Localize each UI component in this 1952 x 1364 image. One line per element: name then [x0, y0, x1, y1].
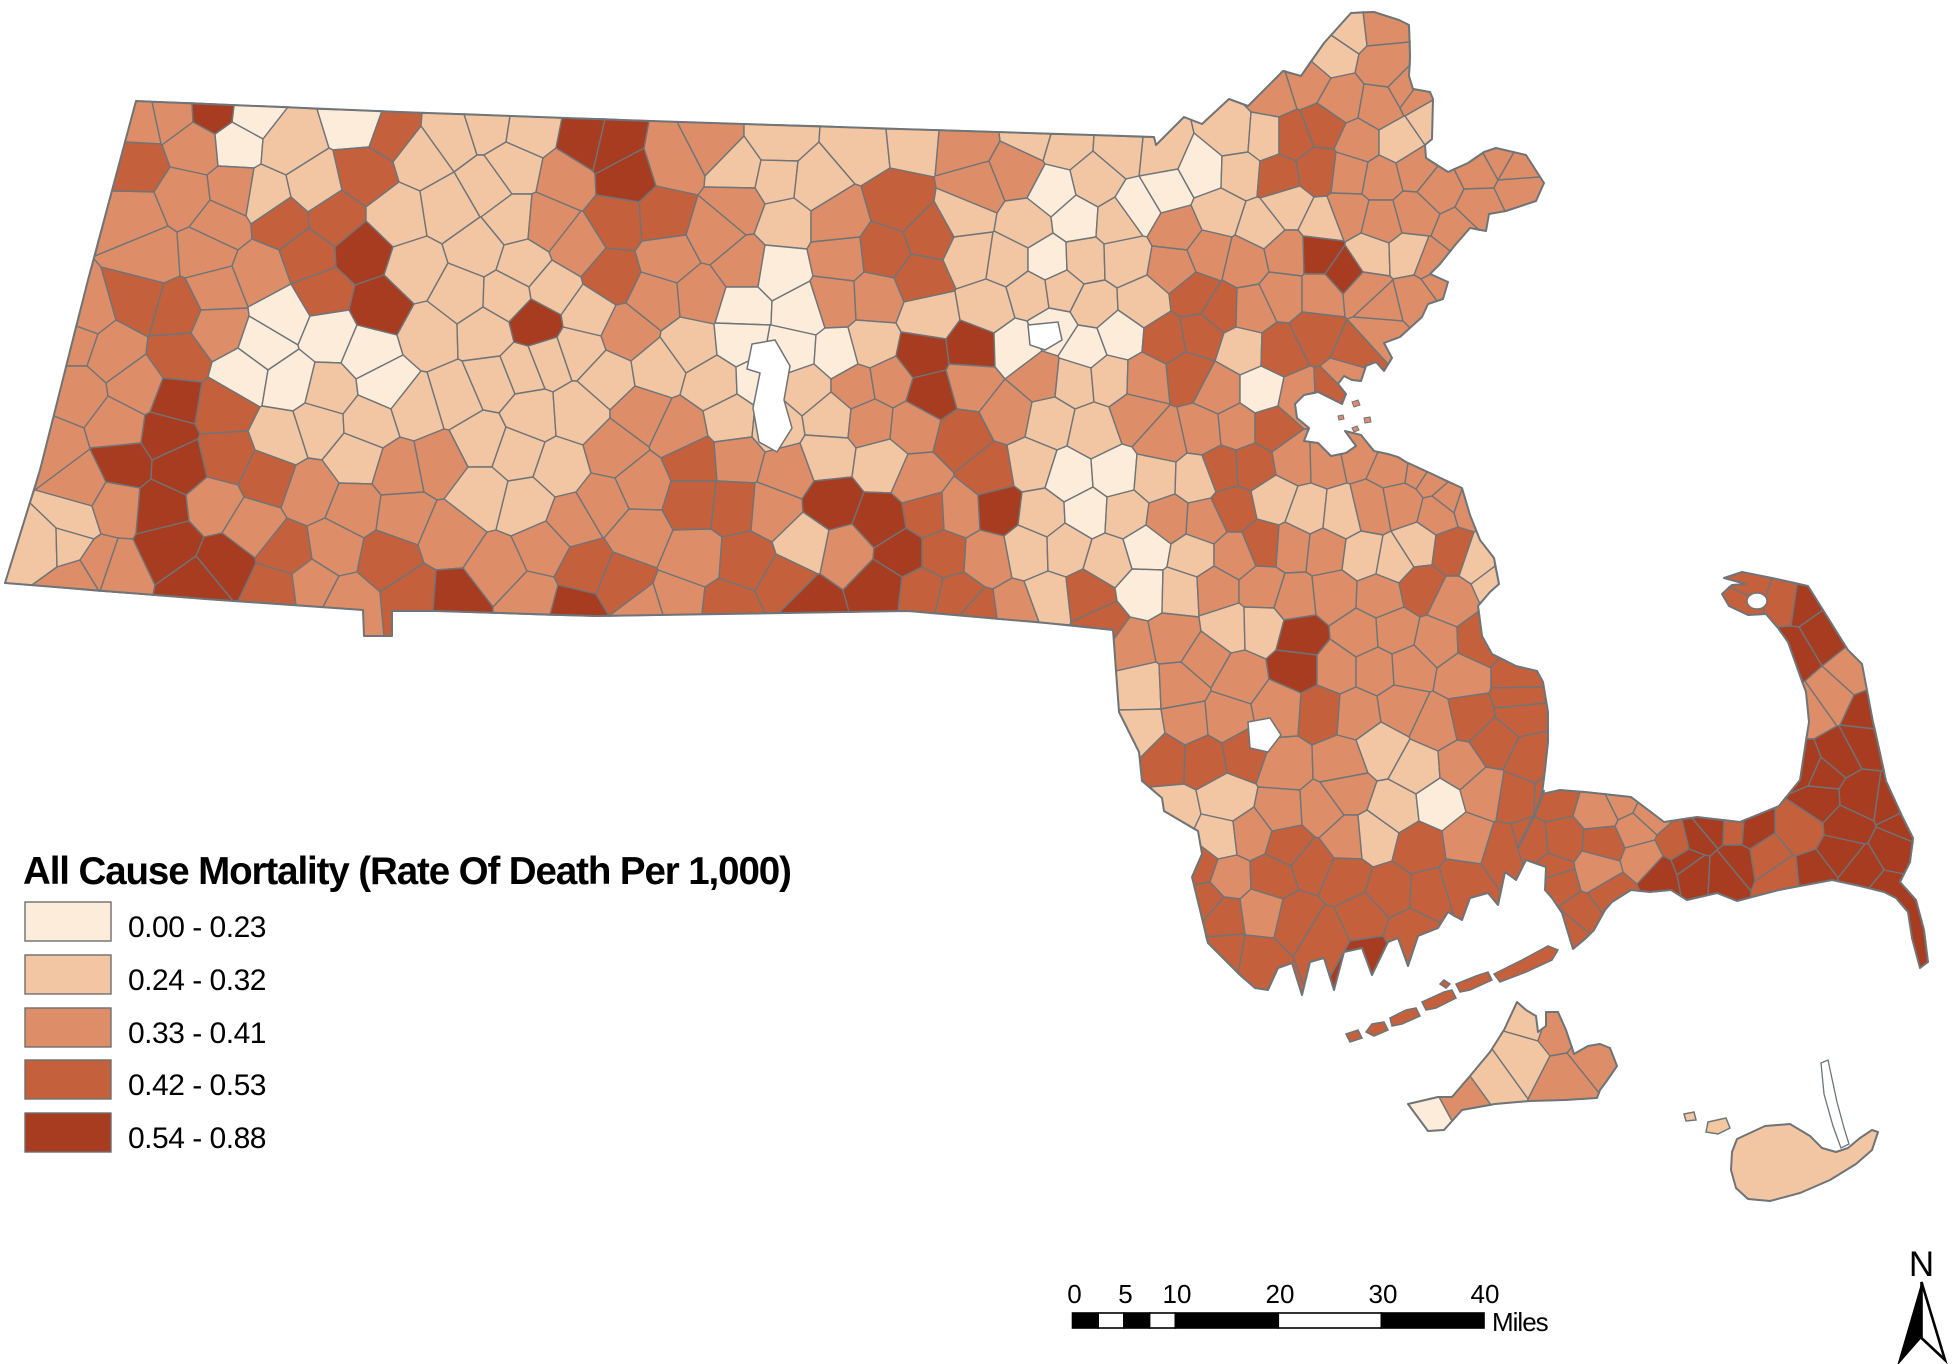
svg-text:20: 20 — [1266, 1279, 1295, 1309]
svg-text:Miles: Miles — [1492, 1307, 1549, 1337]
svg-text:All Cause Mortality (Rate Of D: All Cause Mortality (Rate Of Death Per 1… — [23, 850, 791, 893]
svg-text:0.42 - 0.53: 0.42 - 0.53 — [128, 1069, 266, 1102]
svg-text:0.54 - 0.88: 0.54 - 0.88 — [128, 1122, 266, 1155]
svg-text:5: 5 — [1118, 1279, 1132, 1309]
svg-text:0.33 - 0.41: 0.33 - 0.41 — [128, 1017, 266, 1050]
svg-text:10: 10 — [1163, 1279, 1192, 1309]
svg-text:40: 40 — [1471, 1279, 1500, 1309]
svg-text:0.00 - 0.23: 0.00 - 0.23 — [128, 911, 266, 944]
svg-text:30: 30 — [1369, 1279, 1398, 1309]
svg-text:N: N — [1909, 1245, 1934, 1284]
svg-text:0.24 - 0.32: 0.24 - 0.32 — [128, 964, 266, 997]
svg-text:0: 0 — [1067, 1279, 1081, 1309]
